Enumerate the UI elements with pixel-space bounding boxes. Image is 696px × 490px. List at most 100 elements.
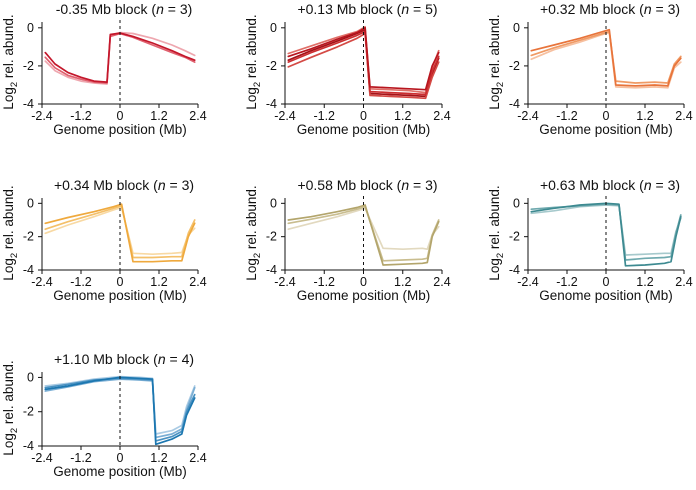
panel-title: +0.32 Mb block (n = 3) bbox=[540, 1, 680, 17]
panel-title: +0.34 Mb block (n = 3) bbox=[54, 177, 194, 193]
panel-3: +0.32 Mb block (n = 3) -2.4 -1.2 0 1.2 2.4 0 -2… bbox=[487, 1, 693, 137]
panel-title: +1.10 Mb block (n = 4) bbox=[54, 351, 194, 367]
y-tick-label: 0 bbox=[513, 21, 520, 35]
y-tick-label: -2 bbox=[266, 230, 277, 244]
panel-title-prefix: +1.10 Mb block ( bbox=[54, 351, 158, 367]
panel-title-prefix: +0.32 Mb block ( bbox=[540, 1, 644, 17]
x-tick-label: 2.4 bbox=[189, 275, 206, 289]
series-line-1 bbox=[287, 26, 440, 91]
y-tick-label: -4 bbox=[509, 263, 520, 277]
x-tick-label: -1.2 bbox=[70, 451, 92, 465]
panel-2: +0.13 Mb block (n = 5) -2.4 -1.2 0 1.2 2.4 0 -2… bbox=[244, 1, 451, 137]
y-axis-label: Log2 rel. abund. bbox=[244, 185, 263, 280]
x-tick-label: 0 bbox=[360, 275, 367, 289]
panel-title-prefix: -0.35 Mb block ( bbox=[56, 1, 157, 17]
series-line-1 bbox=[44, 203, 196, 263]
x-axis-label: Genome position (Mb) bbox=[53, 464, 187, 479]
y-tick-label: -4 bbox=[23, 97, 34, 111]
y-axis-label-log: Log bbox=[244, 87, 259, 110]
x-axis-label: Genome position (Mb) bbox=[53, 288, 187, 303]
panel-title-n: n bbox=[158, 177, 166, 193]
x-tick-label: -2.4 bbox=[31, 109, 53, 123]
y-axis-label-log: Log bbox=[1, 258, 16, 281]
y-tick-label: 0 bbox=[513, 196, 520, 210]
x-tick-label: 2.4 bbox=[189, 109, 206, 123]
x-tick-label: 1.2 bbox=[636, 109, 653, 123]
x-tick-label: -2.4 bbox=[274, 109, 296, 123]
panel-title-prefix: +0.58 Mb block ( bbox=[297, 177, 401, 193]
panel-title-suffix: = 3) bbox=[652, 177, 680, 193]
panel-6: +0.63 Mb block (n = 3) -2.4 -1.2 0 1.2 2.4 0 -2… bbox=[487, 177, 693, 303]
y-axis-label-subscript: 2 bbox=[495, 253, 506, 258]
x-tick-label: -2.4 bbox=[31, 275, 53, 289]
x-tick-label: -1.2 bbox=[70, 275, 92, 289]
panel-title-suffix: = 3) bbox=[652, 1, 680, 17]
y-axis-label: Log2 rel. abund. bbox=[244, 14, 263, 109]
y-axis-label: Log2 rel. abund. bbox=[487, 185, 506, 280]
y-tick-label: -4 bbox=[266, 97, 277, 111]
x-tick-label: 0 bbox=[117, 451, 124, 465]
y-axis-label-text: rel. abund. bbox=[1, 185, 16, 253]
x-tick-label: -1.2 bbox=[556, 109, 578, 123]
y-tick-label: 0 bbox=[27, 370, 34, 384]
x-axis-label: Genome position (Mb) bbox=[297, 122, 431, 137]
x-tick-label: -1.2 bbox=[70, 109, 92, 123]
x-tick-label: 2.4 bbox=[675, 275, 692, 289]
x-tick-label: 0 bbox=[117, 109, 124, 123]
y-axis-label-log: Log bbox=[1, 433, 16, 456]
series-line-2 bbox=[287, 30, 440, 96]
y-axis-label-subscript: 2 bbox=[9, 82, 20, 87]
panel-title: +0.13 Mb block (n = 5) bbox=[297, 1, 437, 17]
panel-title-suffix: = 3) bbox=[409, 177, 437, 193]
x-tick-label: 1.2 bbox=[636, 275, 653, 289]
series-line-1 bbox=[530, 28, 682, 87]
y-tick-label: 0 bbox=[270, 196, 277, 210]
x-tick-label: 1.2 bbox=[394, 109, 411, 123]
y-axis-label: Log2 rel. abund. bbox=[1, 185, 20, 280]
y-tick-label: -4 bbox=[266, 263, 277, 277]
x-tick-label: 1.2 bbox=[150, 451, 167, 465]
y-axis-label-subscript: 2 bbox=[495, 82, 506, 87]
y-tick-label: 0 bbox=[27, 21, 34, 35]
x-axis-label: Genome position (Mb) bbox=[539, 122, 673, 137]
y-axis-label-log: Log bbox=[244, 258, 259, 281]
x-tick-label: 1.2 bbox=[150, 109, 167, 123]
panel-title-n: n bbox=[644, 1, 652, 17]
panel-1: -0.35 Mb block (n = 3) -2.4 -1.2 0 1.2 2.4 0 -2… bbox=[1, 1, 207, 137]
series-line-3 bbox=[287, 32, 440, 100]
x-tick-label: 0 bbox=[117, 275, 124, 289]
panel-title-n: n bbox=[158, 351, 166, 367]
y-axis-label: Log2 rel. abund. bbox=[1, 14, 20, 109]
y-axis-label-log: Log bbox=[487, 258, 502, 281]
panel-title-prefix: +0.13 Mb block ( bbox=[297, 1, 401, 17]
y-axis-label: Log2 rel. abund. bbox=[1, 360, 20, 455]
panel-title-suffix: = 3) bbox=[164, 1, 192, 17]
x-tick-label: -2.4 bbox=[274, 275, 296, 289]
panel-title: -0.35 Mb block (n = 3) bbox=[56, 1, 193, 17]
x-tick-label: -1.2 bbox=[556, 275, 578, 289]
panel-4: +0.34 Mb block (n = 3) -2.4 -1.2 0 1.2 2.4 0 -2… bbox=[1, 177, 207, 303]
panel-title-n: n bbox=[156, 1, 164, 17]
y-tick-label: -2 bbox=[509, 230, 520, 244]
panel-title-n: n bbox=[644, 177, 652, 193]
y-axis-label-text: rel. abund. bbox=[1, 14, 16, 82]
series-line-2 bbox=[44, 204, 196, 259]
y-axis-label-subscript: 2 bbox=[9, 253, 20, 258]
panel-title-prefix: +0.34 Mb block ( bbox=[54, 177, 158, 193]
x-tick-label: 2.4 bbox=[433, 275, 450, 289]
series-line-1 bbox=[287, 204, 440, 266]
y-tick-label: -2 bbox=[23, 405, 34, 419]
series-line-1 bbox=[44, 376, 196, 446]
panel-title-suffix: = 3) bbox=[166, 177, 194, 193]
panel-title: +0.63 Mb block (n = 3) bbox=[540, 177, 680, 193]
series-line-1 bbox=[44, 32, 196, 83]
panel-7: +1.10 Mb block (n = 4) -2.4 -1.2 0 1.2 2.4 0 -2… bbox=[1, 351, 207, 479]
y-axis-label-text: rel. abund. bbox=[487, 14, 502, 82]
x-tick-label: 1.2 bbox=[150, 275, 167, 289]
series-line-1 bbox=[530, 202, 682, 267]
panel-title-n: n bbox=[401, 1, 409, 17]
panel-title: +0.58 Mb block (n = 3) bbox=[297, 177, 437, 193]
panel-title-suffix: = 5) bbox=[409, 1, 437, 17]
y-axis-label: Log2 rel. abund. bbox=[487, 14, 506, 109]
